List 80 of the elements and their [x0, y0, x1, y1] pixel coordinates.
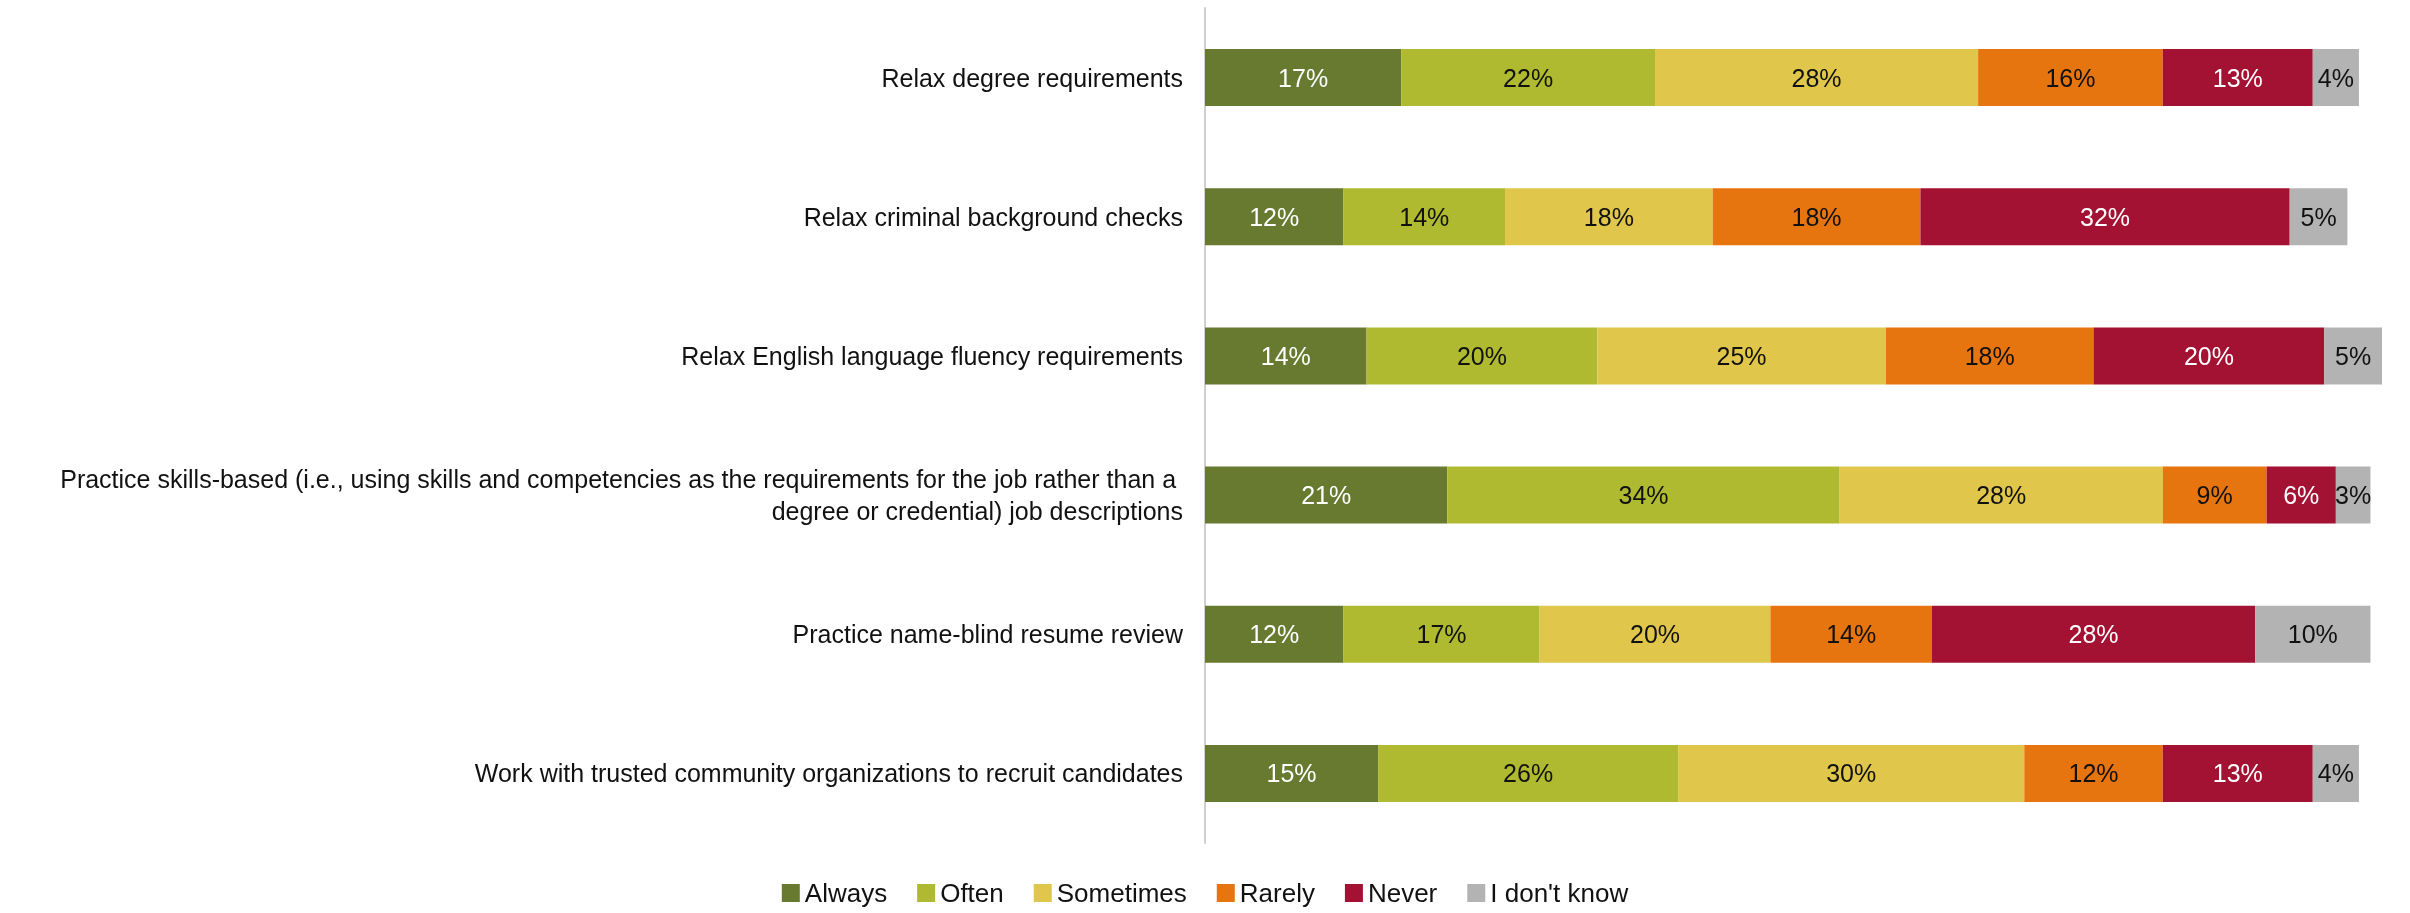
- bar: [1505, 188, 1713, 246]
- data-label: 10%: [2287, 620, 2338, 649]
- data-label: 14%: [1399, 202, 1450, 231]
- data-label: 28%: [1976, 481, 2027, 510]
- bar: [1205, 466, 1448, 524]
- legend-label: Sometimes: [1056, 878, 1187, 908]
- bar: [1366, 327, 1598, 385]
- bar: [1597, 327, 1886, 385]
- data-label: 14%: [1260, 341, 1311, 370]
- legend-label: Often: [940, 878, 1004, 908]
- bar: [1885, 327, 2094, 385]
- bar: [1343, 188, 1506, 246]
- data-label: 13%: [2212, 63, 2263, 92]
- bar: [2162, 466, 2267, 524]
- data-label: 4%: [2317, 63, 2354, 92]
- bar: [2024, 744, 2163, 802]
- data-label: 20%: [2183, 341, 2234, 370]
- data-label: 21%: [1301, 481, 1352, 510]
- bar: [1839, 466, 2163, 524]
- data-label: 18%: [1791, 202, 1842, 231]
- bar: [1205, 188, 1344, 246]
- data-label: 34%: [1618, 481, 1669, 510]
- data-label: 18%: [1583, 202, 1634, 231]
- bar: [1539, 605, 1771, 663]
- bar: [2162, 744, 2313, 802]
- bar: [2324, 327, 2382, 385]
- bar: [2255, 605, 2371, 663]
- data-label: 25%: [1716, 341, 1767, 370]
- bar: [1655, 49, 1979, 107]
- data-label: 17%: [1416, 620, 1467, 649]
- bar: [1770, 605, 1932, 663]
- bar: [1920, 188, 2290, 246]
- bar: [1401, 49, 1656, 107]
- data-label: 14%: [1826, 620, 1877, 649]
- data-label: 9%: [2196, 481, 2233, 510]
- legend-label: Rarely: [1239, 878, 1315, 908]
- data-label: 5%: [2300, 202, 2337, 231]
- bar: [2266, 466, 2336, 524]
- bar: [1978, 49, 2163, 107]
- data-label: 16%: [2045, 63, 2096, 92]
- data-label: 17%: [1278, 63, 1329, 92]
- bar: [2162, 49, 2313, 107]
- y-tick-label: Relax criminal background checks: [803, 202, 1183, 231]
- data-label: 20%: [1456, 341, 1507, 370]
- bar: [1343, 605, 1540, 663]
- y-tick-label: Relax degree requirements: [881, 63, 1183, 92]
- bar: [1205, 49, 1402, 107]
- data-label: 12%: [1249, 620, 1300, 649]
- bar: [1678, 744, 2025, 802]
- bar: [1447, 466, 1840, 524]
- data-label: 13%: [2212, 759, 2263, 788]
- data-label: 28%: [1791, 63, 1842, 92]
- data-label: 12%: [1249, 202, 1300, 231]
- data-label: 5%: [2335, 341, 2372, 370]
- data-label: 30%: [1826, 759, 1877, 788]
- bar: [1931, 605, 2256, 663]
- data-label: 26%: [1503, 759, 1554, 788]
- data-label: 6%: [2283, 481, 2320, 510]
- bar: [1205, 744, 1379, 802]
- y-tick-label: Practice name-blind resume review: [792, 620, 1184, 649]
- data-label: 3%: [2335, 481, 2372, 510]
- data-label: 32%: [2080, 202, 2131, 231]
- bar: [1378, 744, 1679, 802]
- y-tick-label: Work with trusted community organizations to recruit candidates: [474, 759, 1183, 788]
- y-tick-label: Relax English language fluency requirements: [681, 341, 1183, 370]
- data-label: 4%: [2317, 759, 2354, 788]
- legend-label: Never: [1367, 878, 1438, 908]
- data-label: 12%: [2068, 759, 2119, 788]
- bar: [1712, 188, 1921, 246]
- y-tick-label: Practice skills-based (i.e., using skills and competencies as the requirements for the job rather than a degree or credential) job descriptions: [60, 465, 1183, 526]
- data-label: 22%: [1503, 63, 1554, 92]
- bar: [1205, 605, 1344, 663]
- data-label: 18%: [1964, 341, 2015, 370]
- legend-label: I don't know: [1490, 878, 1629, 908]
- data-label: 15%: [1266, 759, 1317, 788]
- bar: [2093, 327, 2325, 385]
- data-label: 28%: [2068, 620, 2119, 649]
- legend-label: Always: [804, 878, 888, 908]
- data-label: 20%: [1630, 620, 1681, 649]
- bar: [1205, 327, 1367, 385]
